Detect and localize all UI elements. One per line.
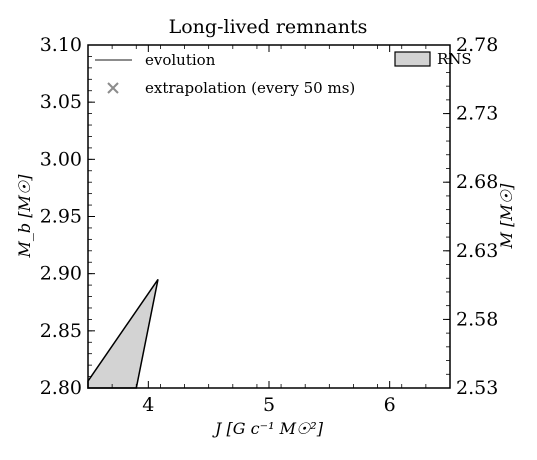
x-axis-ticks: 4 5 6 [87, 45, 451, 416]
legend-label: RNS [437, 50, 472, 68]
y-tick-label: 2.90 [40, 263, 82, 285]
y-tick-label: 3.05 [40, 91, 82, 113]
y-axis-label: M_b [M☉] [15, 174, 34, 259]
series-rns-polygon [87, 278, 159, 389]
chart-title: Long-lived remnants [169, 16, 368, 38]
y2-tick-label: 2.53 [456, 377, 498, 399]
y-tick-label: 3.10 [40, 34, 82, 56]
y2-tick-label: 2.58 [456, 308, 498, 330]
legend-x-marker [107, 82, 119, 94]
y2-axis-label: M [M☉] [497, 183, 516, 249]
x-tick-label: 4 [142, 394, 154, 416]
x-axis-label: J [G c⁻¹ M☉²] [212, 419, 324, 438]
legend-right: RNS [394, 50, 472, 68]
y2-tick-label: 2.73 [456, 103, 498, 125]
y-tick-label: 2.95 [40, 206, 82, 228]
y-tick-label: 2.80 [40, 377, 82, 399]
legend-label: extrapolation (every 50 ms) [145, 79, 355, 97]
legend-label: evolution [145, 51, 216, 69]
y2-tick-label: 2.68 [456, 171, 498, 193]
x-tick-label: 6 [384, 394, 396, 416]
y2-axis-ticks: 2.53 2.58 2.63 2.68 2.73 2.78 [443, 34, 498, 399]
y-axis-ticks: 2.80 2.85 2.90 2.95 3.00 3.05 3.10 [40, 34, 95, 399]
series-layer [87, 278, 159, 389]
y2-tick-label: 2.78 [456, 34, 498, 56]
legend-patch-swatch [394, 51, 431, 67]
y-tick-label: 2.85 [40, 320, 82, 342]
y2-tick-label: 2.63 [456, 240, 498, 262]
x-tick-label: 5 [263, 394, 275, 416]
y-tick-label: 3.00 [40, 148, 82, 170]
legend-left: evolution extrapolation (every 50 ms) [95, 51, 355, 97]
